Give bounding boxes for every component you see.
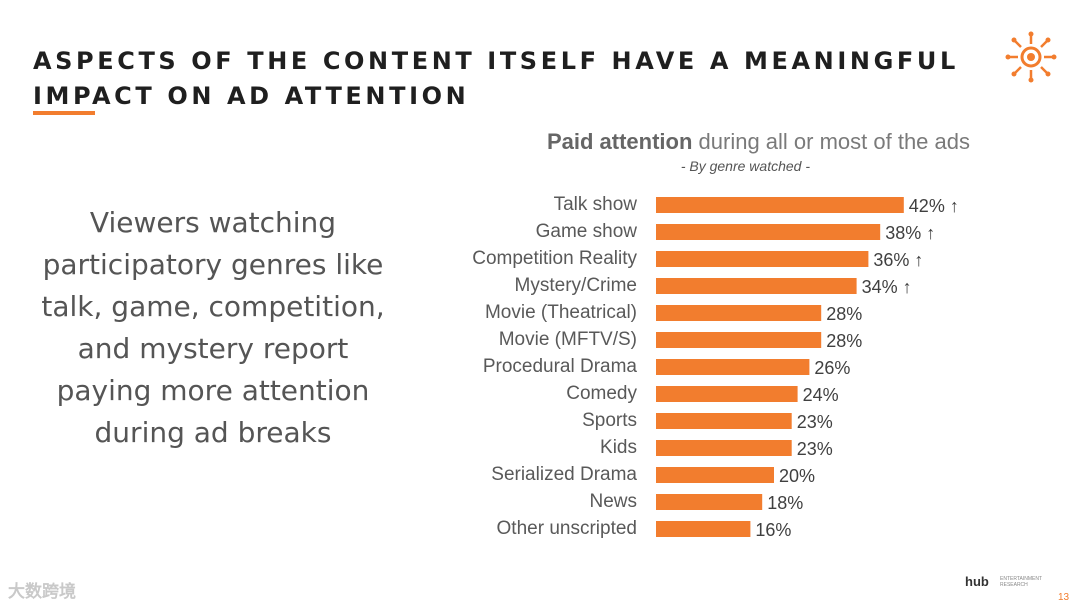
category-label: Comedy — [566, 383, 637, 404]
bar — [656, 251, 869, 267]
slide-title: ASPECTS OF THE CONTENT ITSELF HAVE A MEA… — [33, 47, 959, 110]
value-label: 24% — [803, 385, 839, 405]
value-label: 26% — [814, 358, 850, 378]
bar — [656, 494, 763, 510]
category-label: News — [589, 491, 637, 512]
page-number: 13 — [1058, 592, 1070, 603]
category-label: Other unscripted — [497, 518, 637, 539]
bar — [656, 359, 810, 375]
bar — [656, 467, 774, 483]
chart-subtitle: - By genre watched - — [680, 158, 810, 174]
summary-text: Viewers watching participatory genres li… — [41, 206, 385, 449]
title-underline — [33, 111, 95, 115]
category-label: Movie (MFTV/S) — [499, 329, 637, 350]
bar — [656, 521, 751, 537]
value-label: 23% — [797, 439, 833, 459]
bar — [656, 278, 857, 294]
category-label: Serialized Drama — [491, 464, 637, 485]
value-label: 18% — [767, 493, 803, 513]
brand-logo: hub — [965, 574, 989, 589]
value-label: 28% — [826, 304, 862, 324]
value-label: 28% — [826, 331, 862, 351]
bar — [656, 305, 822, 321]
bar — [656, 332, 822, 348]
category-label: Mystery/Crime — [515, 275, 637, 296]
category-label: Kids — [600, 437, 637, 458]
value-label: 42% ↑ — [909, 196, 959, 216]
value-label: 34% ↑ — [862, 277, 912, 297]
bar — [656, 386, 798, 402]
chart-title-rest: during all or most of the ads — [692, 129, 970, 154]
brand-subtitle: ENTERTAINMENT RESEARCH — [1000, 576, 1042, 588]
category-label: Procedural Drama — [483, 356, 638, 377]
chart-title-bold: Paid attention — [546, 129, 693, 154]
value-label: 38% ↑ — [885, 223, 935, 243]
category-label: Movie (Theatrical) — [485, 302, 637, 323]
value-label: 16% — [755, 520, 791, 540]
bar — [656, 440, 792, 456]
value-label: 23% — [797, 412, 833, 432]
category-label: Game show — [536, 221, 638, 242]
chart-title: Paid attention during all or most of the… — [480, 129, 970, 155]
category-label: Sports — [582, 410, 637, 431]
sun-logo-icon — [1005, 31, 1057, 83]
bar — [656, 413, 792, 429]
value-label: 20% — [779, 466, 815, 486]
value-label: 36% ↑ — [873, 250, 923, 270]
watermark: 大数跨境 — [8, 582, 76, 601]
category-label: Talk show — [554, 194, 638, 215]
bar — [656, 224, 881, 240]
bar — [656, 197, 904, 213]
category-label: Competition Reality — [472, 248, 637, 269]
